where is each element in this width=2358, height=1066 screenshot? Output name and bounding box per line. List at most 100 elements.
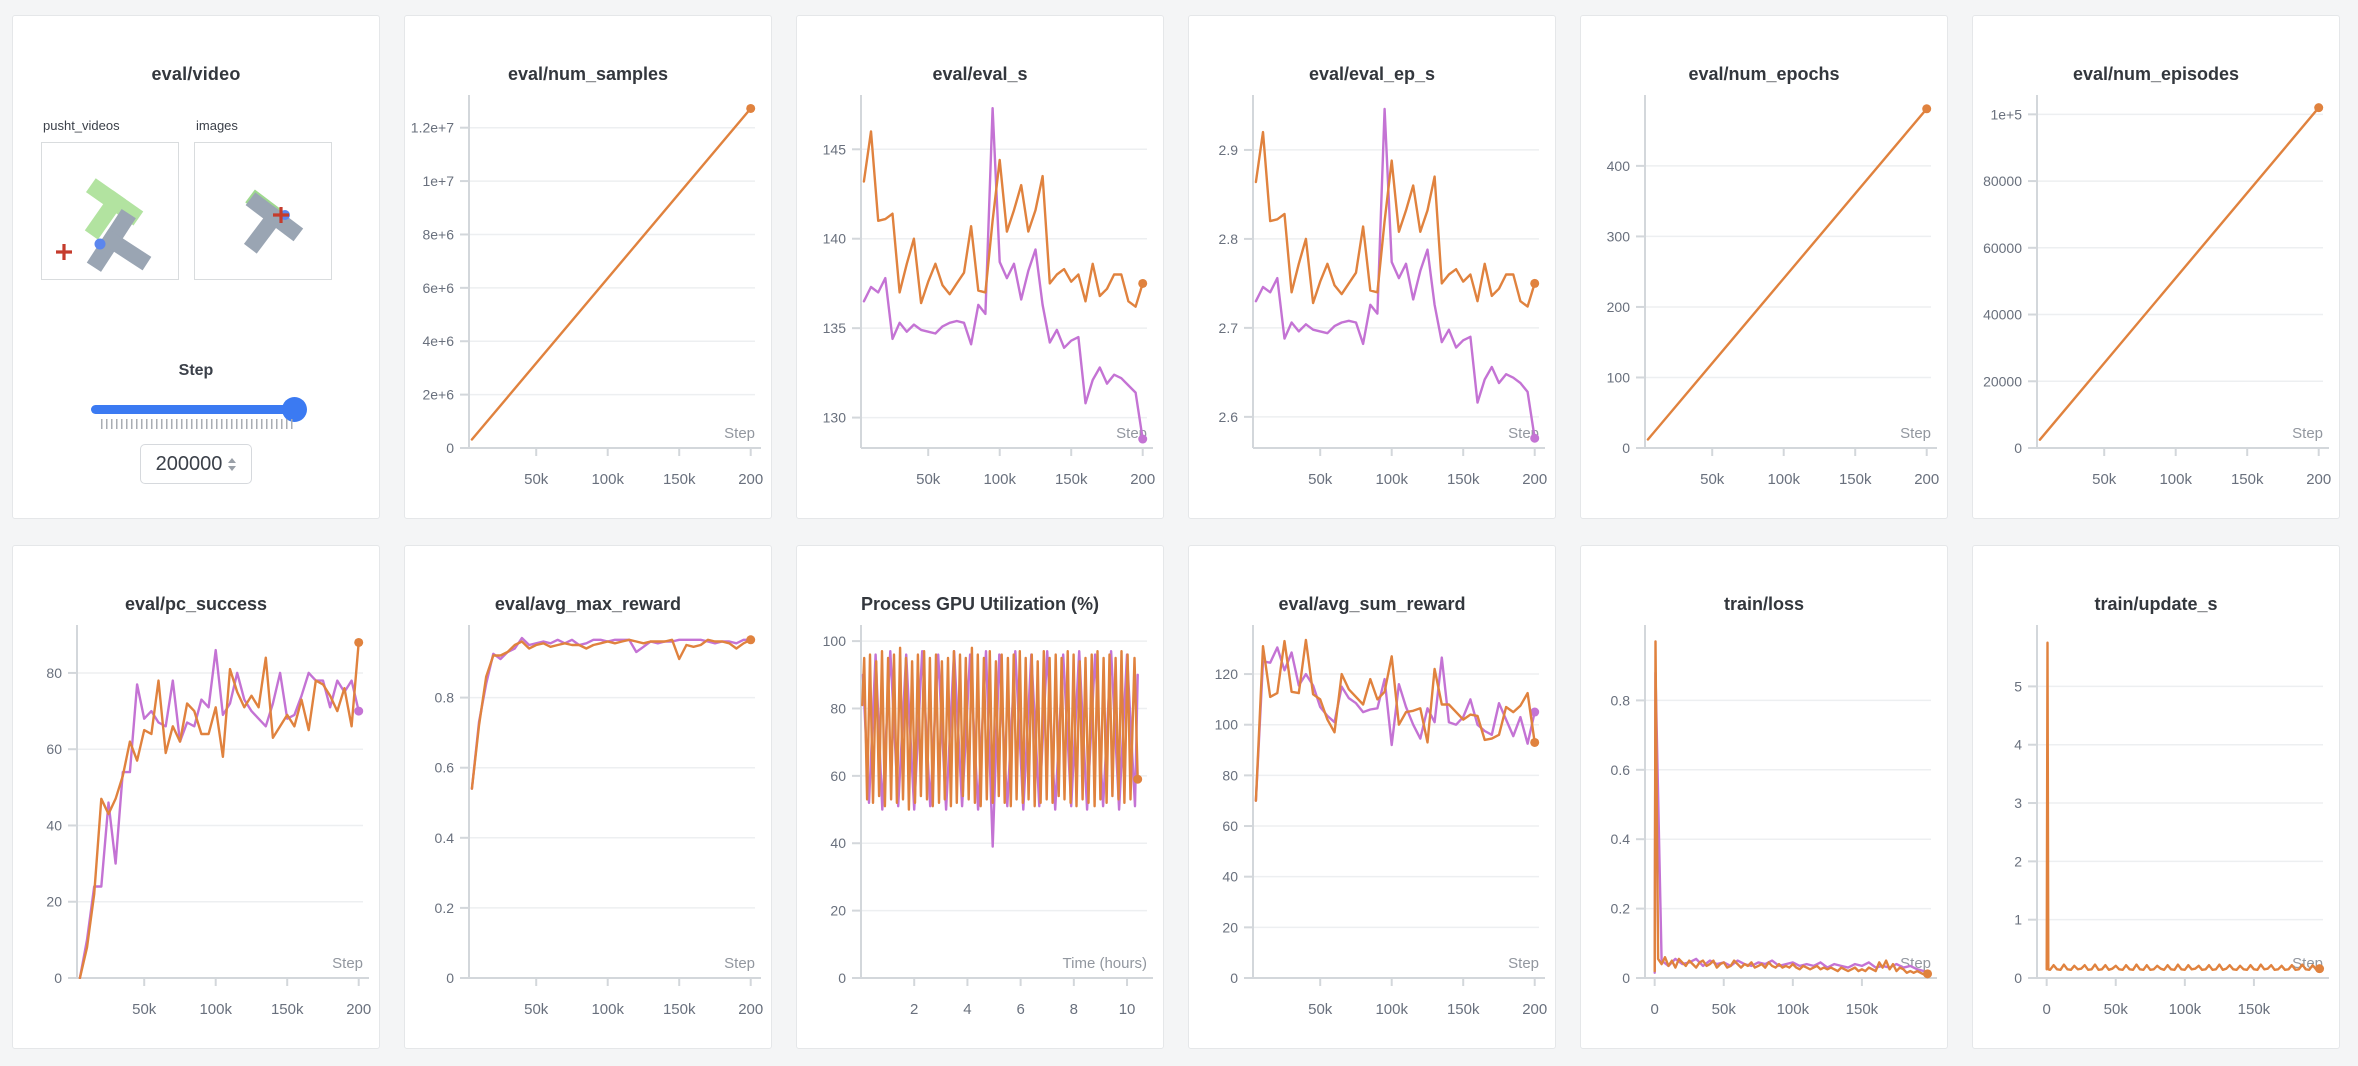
y-tick-label: 120 (1215, 666, 1239, 682)
step-slider-ruler (101, 419, 293, 429)
series-endpoint-orange (1530, 737, 1540, 747)
series-line-purple (1653, 671, 1926, 974)
step-slider-thumb[interactable] (282, 397, 307, 422)
y-tick-label: 2.6 (1219, 409, 1239, 425)
chart-canvas[interactable]: Process GPU Utilization (%) 0 20 40 60 80 100 2… (797, 546, 1163, 1048)
series-line-orange (861, 646, 1139, 811)
pusht-videos-block: pusht_videos (41, 118, 179, 280)
chart-title: train/loss (1724, 594, 1804, 614)
y-tick-label: 300 (1607, 228, 1631, 244)
y-tick-label: 0 (838, 970, 846, 986)
y-tick-label: 0 (1622, 970, 1630, 986)
series-line-orange (2038, 106, 2320, 441)
chart-canvas[interactable]: train/loss 0 0.2 0.4 0.6 0.8 0 50k 100k 150k Step (1581, 546, 1947, 1048)
chart-canvas[interactable]: eval/num_samples 0 2e+6 4e+6 6e+6 8e+6 1e+7 1.2… (405, 16, 771, 518)
series-endpoint-orange (1138, 278, 1148, 288)
y-tick-label: 0 (2014, 970, 2022, 986)
y-tick-label: 80000 (1983, 173, 2022, 189)
x-tick-label: 200 (1130, 471, 1155, 488)
y-tick-label: 0.2 (1611, 901, 1631, 917)
y-tick-label: 0 (1622, 440, 1630, 456)
series-line-orange (1646, 107, 1928, 441)
y-tick-label: 1.2e+7 (411, 120, 454, 136)
y-tick-label: 0.8 (435, 690, 455, 706)
chart-title: eval/avg_max_reward (495, 594, 681, 614)
x-tick-label: 150k (2231, 471, 2264, 488)
x-tick-label: 100k (1375, 471, 1408, 488)
y-tick-label: 4 (2014, 737, 2022, 753)
chart-title: eval/num_samples (508, 64, 668, 84)
chart-canvas[interactable]: eval/num_episodes 0 20000 40000 60000 80000 1e… (1973, 16, 2339, 518)
step-slider[interactable] (91, 397, 307, 430)
chart-title: eval/num_episodes (2073, 64, 2239, 84)
x-tick-label: 200 (2306, 471, 2331, 488)
x-tick-label: 150k (271, 1001, 304, 1018)
y-tick-label: 2e+6 (422, 387, 454, 403)
x-tick-label: 50k (2092, 471, 2117, 488)
series-line-purple (78, 648, 360, 979)
x-tick-label: 100k (1777, 1001, 1810, 1018)
x-axis-label: Step (2292, 425, 2323, 442)
y-tick-label: 0.2 (435, 900, 455, 916)
step-value-input[interactable]: 200000 (140, 444, 252, 484)
y-tick-label: 100 (823, 633, 847, 649)
series-endpoint-purple (1530, 707, 1540, 717)
series-endpoint-orange (746, 635, 756, 645)
x-tick-label: 100k (199, 1001, 232, 1018)
y-tick-label: 2.7 (1219, 320, 1239, 336)
chart-canvas[interactable]: eval/avg_sum_reward 0 20 40 60 80 100 120 50k 100… (1189, 546, 1555, 1048)
chart-title: eval/num_epochs (1688, 64, 1839, 84)
chart-panel: eval/eval_s 130 135 140 145 50k 100k 150k 200 Ste… (796, 15, 1164, 519)
y-tick-label: 0.6 (435, 760, 455, 776)
chart-title: Process GPU Utilization (%) (861, 594, 1099, 614)
chart-panel: train/loss 0 0.2 0.4 0.6 0.8 0 50k 100k 150k Step (1580, 545, 1948, 1049)
step-slider-track[interactable] (91, 397, 307, 422)
y-tick-label: 400 (1607, 158, 1631, 174)
y-tick-label: 0.8 (1611, 692, 1631, 708)
x-tick-label: 100k (591, 1001, 624, 1018)
x-tick-label: 0 (2042, 1001, 2050, 1018)
x-tick-label: 150k (663, 1001, 696, 1018)
gray-t-shape (243, 192, 304, 254)
x-tick-label: 50k (132, 1001, 157, 1018)
series-endpoint-orange (354, 637, 364, 647)
x-tick-label: 150k (1447, 1001, 1480, 1018)
chart-canvas[interactable]: eval/eval_ep_s 2.6 2.7 2.8 2.9 50k 100k 150k 200… (1189, 16, 1555, 518)
agent-dot (94, 238, 106, 250)
y-tick-label: 8e+6 (422, 226, 454, 242)
chart-title: train/update_s (2094, 594, 2217, 614)
y-tick-label: 60 (830, 768, 846, 784)
chart-title: eval/eval_s (932, 64, 1027, 84)
y-tick-label: 0 (2014, 440, 2022, 456)
pusht-videos-label: pusht_videos (43, 118, 120, 133)
chart-panel: eval/num_samples 0 2e+6 4e+6 6e+6 8e+6 1e+7 1.2… (404, 15, 772, 519)
images-thumbnail[interactable] (194, 142, 332, 280)
step-decrement-button[interactable] (228, 465, 237, 471)
chart-panel: eval/avg_max_reward 0 0.2 0.4 0.6 0.8 50k 100k 1… (404, 545, 772, 1049)
step-stepper (228, 457, 237, 471)
chart-canvas[interactable]: eval/num_epochs 0 100 200 300 400 50k 100k 150k 2… (1581, 16, 1947, 518)
y-tick-label: 20 (1222, 919, 1238, 935)
series-endpoint-orange (1133, 774, 1143, 784)
chart-canvas[interactable]: eval/avg_max_reward 0 0.2 0.4 0.6 0.8 50k 100k 1… (405, 546, 771, 1048)
pusht-videos-thumbnail[interactable] (41, 142, 179, 280)
series-line-purple (861, 650, 1139, 848)
y-tick-label: 60 (1222, 818, 1238, 834)
y-tick-label: 145 (823, 141, 847, 157)
x-tick-label: 150k (1055, 471, 1088, 488)
chart-canvas[interactable]: eval/pc_success 0 20 40 60 80 50k 100k 150k 200 St… (13, 546, 379, 1048)
x-tick-label: 50k (916, 471, 941, 488)
images-label: images (196, 118, 238, 133)
x-tick-label: 100k (2159, 471, 2192, 488)
series-line-orange (1653, 640, 1929, 976)
y-tick-label: 20000 (1983, 373, 2022, 389)
step-increment-button[interactable] (228, 457, 237, 463)
x-tick-label: 200 (1522, 1001, 1547, 1018)
chart-panel: eval/pc_success 0 20 40 60 80 50k 100k 150k 200 St… (12, 545, 380, 1049)
x-tick-label: 100k (591, 471, 624, 488)
x-axis-label: Step (1900, 425, 1931, 442)
y-tick-label: 80 (830, 700, 846, 716)
